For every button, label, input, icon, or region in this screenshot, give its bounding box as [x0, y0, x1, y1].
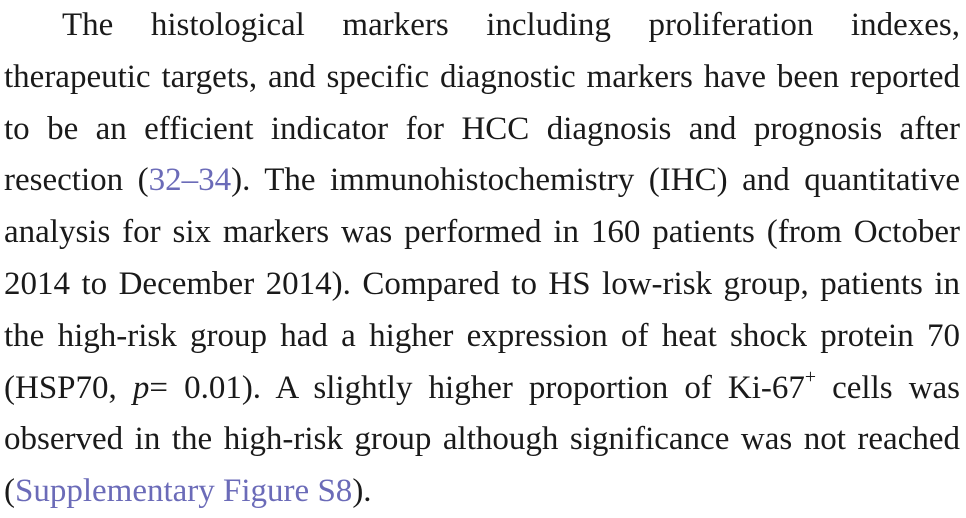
- paragraph-text-4: cells was observed in the high-risk grou…: [4, 369, 961, 510]
- paragraph-text-2: ). The immunohistochemistry (IHC) and qu…: [4, 162, 960, 406]
- body-paragraph: The histological markers including proli…: [4, 0, 960, 518]
- paragraph-text-3: = 0.01). A slightly higher proportion of…: [149, 369, 805, 406]
- citation-link-32-34[interactable]: 32–34: [148, 162, 232, 199]
- p-value-symbol: p: [132, 369, 150, 406]
- paragraph-text-5: ).: [352, 473, 372, 510]
- paragraph-text-1: The histological markers including proli…: [4, 7, 960, 199]
- supplementary-figure-link[interactable]: Supplementary Figure S8: [15, 473, 353, 510]
- ki67-superscript: +: [804, 365, 817, 388]
